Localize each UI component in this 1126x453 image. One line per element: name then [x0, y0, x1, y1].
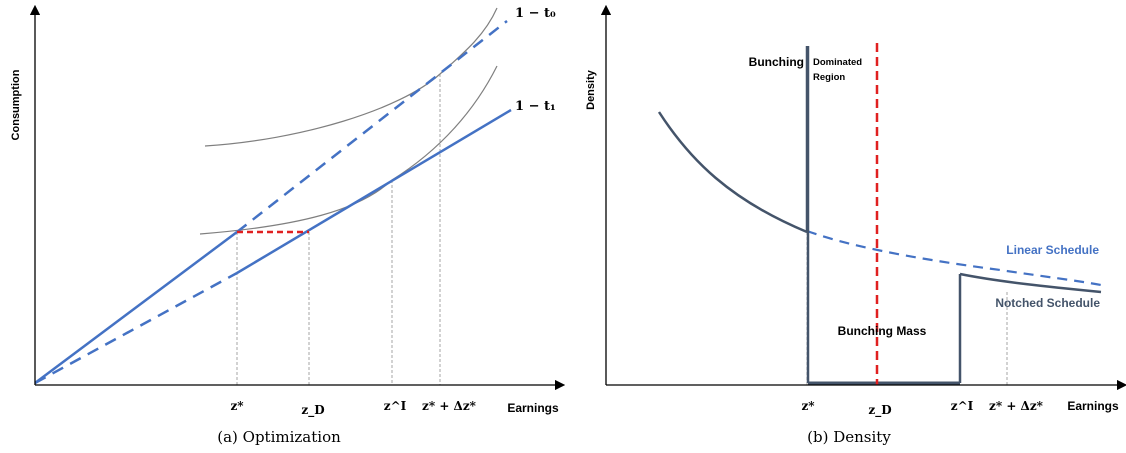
tick-z-d: z_D	[301, 403, 324, 418]
x-axis-label-b: Earnings	[1067, 399, 1119, 413]
tick-z-d-b: z_D	[868, 403, 891, 418]
dominated-label-1: Dominated	[813, 57, 862, 68]
linear-schedule-label: Linear Schedule	[1006, 243, 1099, 257]
linear-schedule-curve	[806, 229, 1102, 287]
notched-schedule-label: Notched Schedule	[995, 296, 1100, 310]
tax-label-t0: 1 − t₀	[515, 6, 556, 21]
budget-line-t1-solid	[236, 108, 512, 275]
tick-z-star-delta: z* + Δz*	[422, 399, 477, 413]
tick-z-star-b: z*	[801, 399, 815, 413]
x-axis-label: Earnings	[507, 401, 559, 415]
y-axis-label-b: Density	[585, 69, 597, 110]
bunching-mass-label: Bunching Mass	[838, 324, 927, 338]
tick-z-star-delta-b: z* + Δz*	[989, 399, 1044, 413]
caption-b: (b) Density	[807, 428, 891, 446]
notched-schedule-left	[657, 111, 808, 234]
caption-a: (a) Optimization	[217, 428, 341, 446]
bunching-label: Bunching	[749, 55, 804, 69]
tick-z-i: z^I	[384, 399, 407, 413]
tick-z-star: z*	[230, 399, 244, 413]
budget-line-t0-solid	[34, 230, 238, 385]
dominated-label-2: Region	[813, 72, 845, 83]
tax-label-t1: 1 − t₁	[515, 99, 556, 114]
y-axis-label: Consumption	[10, 69, 22, 140]
tick-z-i-b: z^I	[951, 399, 974, 413]
indifference-curve-lower	[199, 65, 498, 235]
panel-optimization: Consumption Earnings 1 − t₀ 1 − t₁ z* z_…	[10, 4, 566, 446]
budget-line-t0-dashed	[236, 20, 508, 233]
notched-schedule-right	[959, 272, 1102, 294]
budget-line-t1-dashed	[34, 271, 238, 385]
panel-density: Density Earnings Bunching Dominated Regi…	[585, 4, 1126, 446]
indifference-curve-upper	[204, 7, 498, 147]
